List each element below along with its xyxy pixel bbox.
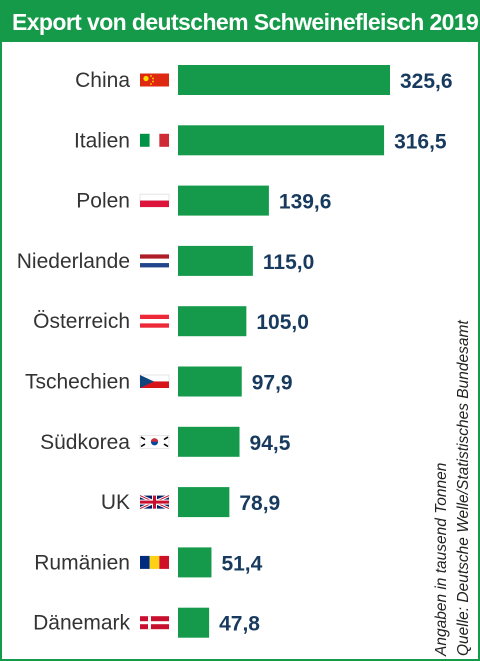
value-label: 105,0: [256, 311, 309, 334]
category-label: Südkorea: [40, 431, 130, 454]
category-label: Niederlande: [17, 250, 130, 273]
category-label: Dänemark: [33, 612, 130, 635]
bar: [178, 487, 230, 518]
bar-row: UK 78,9: [101, 487, 280, 518]
bar-row: Österreich 105,0: [33, 306, 309, 337]
flag-romania-icon: [140, 555, 169, 569]
flag-south-korea-icon: [139, 435, 170, 449]
source-note: Quelle: Deutsche Welle/Statistisches Bun…: [455, 320, 472, 656]
bar: [178, 306, 247, 337]
category-label: Italien: [74, 129, 130, 152]
bar: [178, 245, 253, 276]
value-label: 115,0: [263, 251, 314, 274]
flag-italy-icon: [140, 133, 169, 147]
value-label: 97,9: [252, 372, 293, 395]
flag-poland-icon: [139, 193, 170, 208]
value-label: 139,6: [279, 191, 332, 214]
value-label: 316,5: [394, 130, 447, 153]
bar: [178, 125, 385, 156]
flag-uk-icon: [139, 494, 170, 510]
bar-row: China 325,6: [75, 65, 453, 95]
bar: [178, 185, 269, 216]
category-label: Tschechien: [25, 371, 130, 394]
bar-row: Südkorea 94,5: [40, 426, 291, 457]
category-label: Österreich: [33, 310, 130, 333]
bar: [178, 366, 242, 397]
bar-row: Dänemark 47,8: [33, 607, 260, 638]
flag-netherlands-icon: [140, 254, 169, 268]
value-label: 325,6: [400, 70, 453, 93]
bar-row: Rumänien 51,4: [34, 547, 263, 578]
value-label: 78,9: [239, 492, 280, 515]
bar-row: Polen 139,6: [76, 185, 332, 216]
category-label: Polen: [76, 190, 130, 213]
chart-title: Export von deutschem Schweinefleisch 201…: [2, 2, 479, 42]
bar-row: Tschechien 97,9: [25, 366, 293, 397]
flag-austria-icon: [140, 314, 169, 328]
category-label: Rumänien: [34, 551, 130, 574]
bar-row: Niederlande 115,0: [17, 245, 314, 276]
flag-denmark-icon: [140, 616, 169, 630]
bar: [178, 547, 212, 578]
flag-china-icon: [140, 73, 169, 87]
value-label: 94,5: [250, 432, 291, 455]
category-label: China: [75, 69, 130, 92]
bar: [178, 426, 240, 457]
unit-note: Angaben in tausend Tonnen: [433, 463, 450, 657]
flag-czechia-icon: [139, 374, 170, 388]
value-label: 47,8: [219, 613, 260, 636]
category-label: UK: [101, 491, 130, 514]
bar: [178, 65, 390, 95]
value-label: 51,4: [221, 552, 262, 575]
bar-row: Italien 316,5: [74, 125, 447, 156]
bar: [178, 607, 210, 638]
